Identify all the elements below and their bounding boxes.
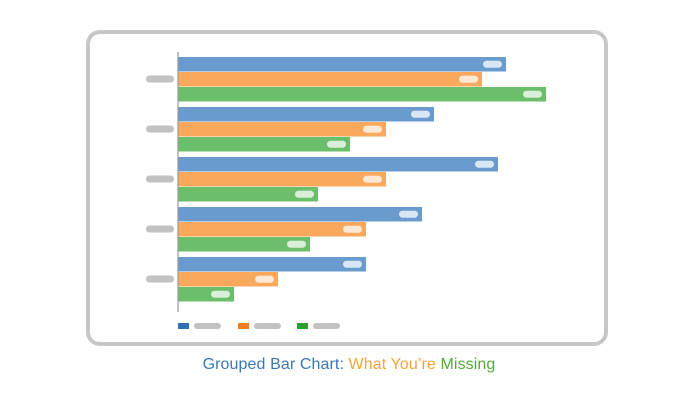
bar-series-3-group-2 bbox=[178, 137, 350, 152]
data-label-placeholder bbox=[287, 240, 306, 248]
data-label-placeholder bbox=[255, 275, 274, 283]
legend-swatch-series-3 bbox=[297, 323, 308, 329]
data-label-placeholder bbox=[459, 75, 478, 83]
category-label-placeholder bbox=[146, 75, 174, 83]
legend-label-placeholder bbox=[313, 323, 340, 329]
bar-series-1-group-1 bbox=[178, 57, 506, 72]
bar-series-3-group-1 bbox=[178, 87, 546, 102]
data-label-placeholder bbox=[343, 260, 362, 268]
data-label-placeholder bbox=[523, 90, 542, 98]
caption-part-1: Grouped Bar Chart: bbox=[202, 356, 344, 373]
legend-label-placeholder bbox=[254, 323, 281, 329]
bar-series-1-group-5 bbox=[178, 257, 366, 272]
data-label-placeholder bbox=[211, 290, 230, 298]
bar-series-3-group-5 bbox=[178, 287, 234, 302]
legend-swatch-series-1 bbox=[178, 323, 189, 329]
legend-label-placeholder bbox=[194, 323, 221, 329]
data-labels-layer bbox=[211, 60, 542, 298]
data-label-placeholder bbox=[399, 210, 418, 218]
data-label-placeholder bbox=[295, 190, 314, 198]
bar-series-2-group-5 bbox=[178, 272, 278, 287]
category-label-placeholder bbox=[146, 225, 174, 233]
bar-series-2-group-3 bbox=[178, 172, 386, 187]
bar-series-3-group-3 bbox=[178, 187, 318, 202]
bar-series-3-group-4 bbox=[178, 237, 310, 252]
category-label-placeholder bbox=[146, 175, 174, 183]
caption-part-2: What You’re bbox=[348, 356, 436, 373]
grouped-bar-chart bbox=[146, 52, 546, 329]
caption-part-3: Missing bbox=[440, 356, 496, 373]
legend-swatch-series-2 bbox=[238, 323, 249, 329]
bar-series-2-group-1 bbox=[178, 72, 482, 87]
bar-series-1-group-2 bbox=[178, 107, 434, 122]
bars-layer bbox=[178, 57, 546, 302]
figure-caption: Grouped Bar Chart: What You’re Missing bbox=[0, 356, 698, 374]
category-label-placeholder bbox=[146, 125, 174, 133]
bar-series-1-group-3 bbox=[178, 157, 498, 172]
data-label-placeholder bbox=[327, 140, 346, 148]
data-label-placeholder bbox=[363, 175, 382, 183]
data-label-placeholder bbox=[343, 225, 362, 233]
bar-series-2-group-2 bbox=[178, 122, 386, 137]
bar-series-2-group-4 bbox=[178, 222, 366, 237]
category-labels-layer bbox=[146, 75, 174, 283]
data-label-placeholder bbox=[363, 125, 382, 133]
chart-frame bbox=[86, 30, 608, 346]
data-label-placeholder bbox=[475, 160, 494, 168]
legend bbox=[178, 323, 340, 329]
bar-series-1-group-4 bbox=[178, 207, 422, 222]
data-label-placeholder bbox=[411, 110, 430, 118]
data-label-placeholder bbox=[483, 60, 502, 68]
category-label-placeholder bbox=[146, 275, 174, 283]
